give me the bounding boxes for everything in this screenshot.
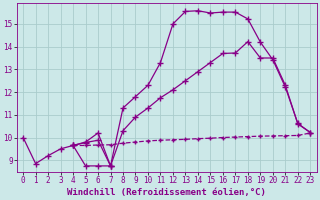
X-axis label: Windchill (Refroidissement éolien,°C): Windchill (Refroidissement éolien,°C) (67, 188, 266, 197)
